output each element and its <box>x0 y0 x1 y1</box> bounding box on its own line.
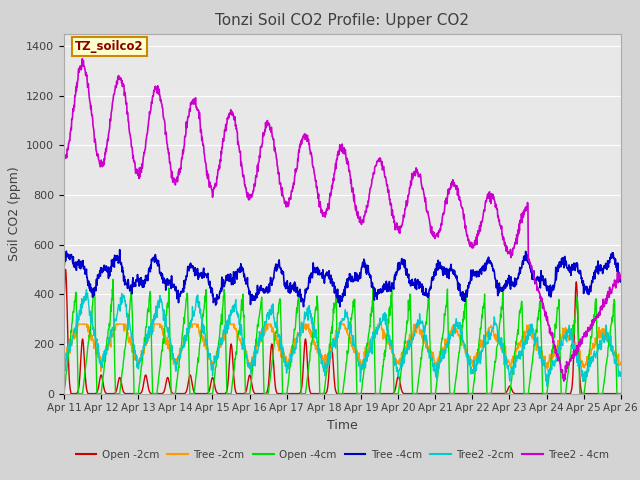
Open -4cm <box>60 391 68 396</box>
Line: Tree2 - 4cm: Tree2 - 4cm <box>64 59 621 381</box>
Y-axis label: Soil CO2 (ppm): Soil CO2 (ppm) <box>8 166 20 261</box>
Tree2 - 4cm <box>171 177 179 183</box>
Tree2 -2cm <box>617 370 625 375</box>
Open -2cm <box>429 391 437 396</box>
Text: TZ_soilco2: TZ_soilco2 <box>75 40 144 53</box>
Tree -4cm <box>116 247 124 252</box>
Open -2cm <box>502 390 510 396</box>
Open -2cm <box>617 391 625 396</box>
Tree -4cm <box>246 301 254 307</box>
Title: Tonzi Soil CO2 Profile: Upper CO2: Tonzi Soil CO2 Profile: Upper CO2 <box>216 13 469 28</box>
Open -4cm <box>184 324 192 329</box>
Open -2cm <box>247 375 255 381</box>
Tree2 - 4cm <box>429 232 437 238</box>
Tree2 -2cm <box>171 359 179 365</box>
Tree2 -2cm <box>184 329 192 335</box>
Open -4cm <box>617 391 625 396</box>
Tree2 - 4cm <box>60 151 68 156</box>
Tree2 -2cm <box>83 287 90 292</box>
Tree2 -2cm <box>552 357 559 363</box>
Open -4cm <box>429 391 437 396</box>
Tree2 - 4cm <box>551 342 559 348</box>
Tree2 -2cm <box>543 384 551 389</box>
Tree -2cm <box>60 358 68 363</box>
Tree2 - 4cm <box>246 195 254 201</box>
Line: Tree2 -2cm: Tree2 -2cm <box>64 289 621 386</box>
Tree2 - 4cm <box>617 274 625 279</box>
Open -2cm <box>60 305 68 311</box>
Open -2cm <box>67 391 75 396</box>
Tree2 -2cm <box>502 354 509 360</box>
Open -4cm <box>171 391 179 396</box>
Tree -2cm <box>247 361 255 367</box>
Tree -2cm <box>502 357 510 362</box>
Line: Tree -4cm: Tree -4cm <box>64 250 621 307</box>
Line: Open -2cm: Open -2cm <box>64 269 621 394</box>
Line: Tree -2cm: Tree -2cm <box>64 324 621 372</box>
Tree -4cm <box>300 304 307 310</box>
Tree2 - 4cm <box>502 242 509 248</box>
Tree2 -2cm <box>429 361 437 367</box>
Line: Open -4cm: Open -4cm <box>64 279 621 394</box>
Tree2 - 4cm <box>560 378 568 384</box>
Open -4cm <box>502 391 509 396</box>
Tree -4cm <box>617 279 625 285</box>
Tree -4cm <box>429 276 437 282</box>
Tree -2cm <box>552 344 559 349</box>
Tree2 -2cm <box>60 355 68 360</box>
Tree -2cm <box>617 359 625 365</box>
Open -4cm <box>109 276 117 282</box>
Tree -2cm <box>172 358 179 364</box>
Tree -2cm <box>74 321 82 327</box>
X-axis label: Time: Time <box>327 419 358 432</box>
Tree -4cm <box>552 276 559 281</box>
Open -2cm <box>185 378 193 384</box>
Tree -2cm <box>429 352 437 358</box>
Tree -4cm <box>502 278 510 284</box>
Open -2cm <box>172 391 179 396</box>
Open -4cm <box>551 321 559 327</box>
Open -2cm <box>552 391 559 396</box>
Tree2 - 4cm <box>184 113 192 119</box>
Tree -4cm <box>171 284 179 289</box>
Open -4cm <box>246 385 254 391</box>
Legend: Open -2cm, Tree -2cm, Open -4cm, Tree -4cm, Tree2 -2cm, Tree2 - 4cm: Open -2cm, Tree -2cm, Open -4cm, Tree -4… <box>72 445 613 464</box>
Tree -2cm <box>185 325 193 331</box>
Tree2 - 4cm <box>78 56 86 61</box>
Tree -4cm <box>60 266 68 272</box>
Tree2 -2cm <box>246 364 254 370</box>
Tree -4cm <box>184 265 192 271</box>
Tree -2cm <box>97 369 104 374</box>
Open -2cm <box>61 266 69 272</box>
